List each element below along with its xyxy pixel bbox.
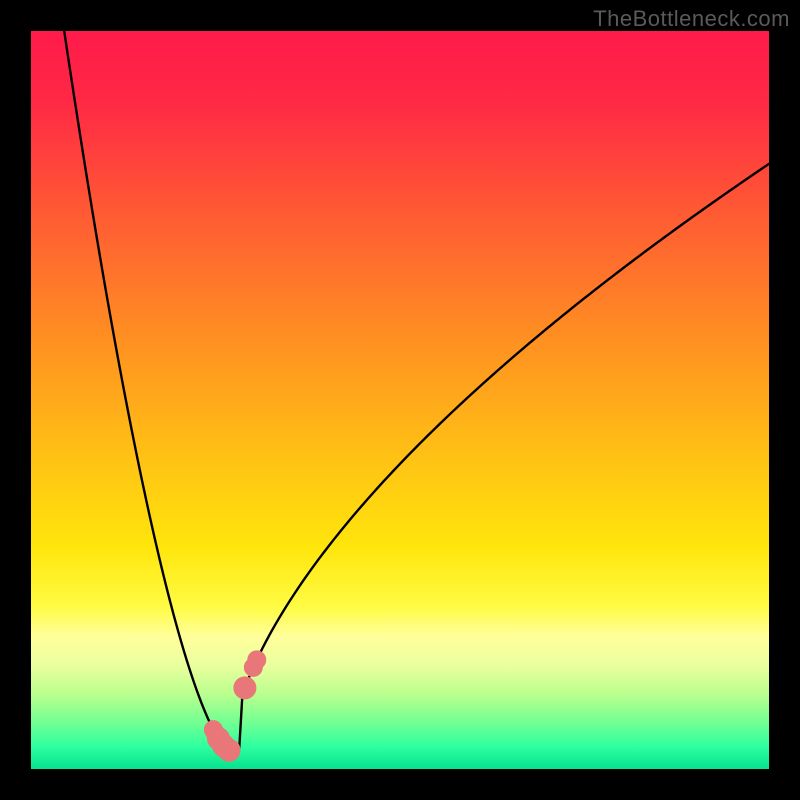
plot-background-gradient <box>31 31 769 769</box>
watermark-text: TheBottleneck.com <box>593 6 790 32</box>
chart-container: TheBottleneck.com <box>0 0 800 800</box>
curve-marker <box>234 677 256 699</box>
curve-marker <box>248 651 266 669</box>
bottleneck-chart <box>0 0 800 800</box>
curve-marker <box>218 739 240 761</box>
